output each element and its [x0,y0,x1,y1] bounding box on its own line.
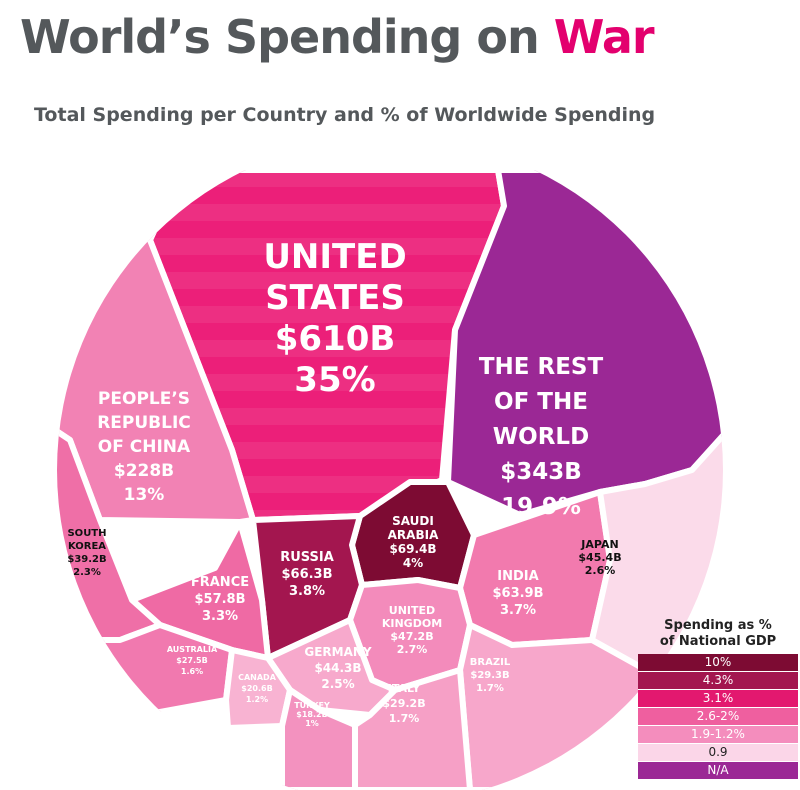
page-title: World’s Spending on War [20,10,800,64]
spending-value: $39.2B [67,554,106,565]
country-name-line: KINGDOM [382,617,442,630]
country-name-line: SOUTH [67,528,106,539]
share-percent: 1.2% [246,695,268,704]
spending-value: $29.2B [382,697,425,710]
label-canada: CANADA $20.6B 1.2% [238,673,277,704]
share-percent: 1.7% [476,683,504,694]
cell-italy [352,667,473,790]
spending-value: $47.2B [390,630,433,643]
country-name-line: AUSTRALIA [167,645,218,654]
label-united-states: UNITED STATES $610B 35% [263,237,406,400]
country-name-line: INDIA [497,569,538,584]
country-name-line: ITALY [388,682,422,695]
country-name-line: RUSSIA [280,550,334,565]
country-name-line: ARABIA [388,528,439,542]
page-subtitle: Total Spending per Country and % of Worl… [34,104,656,126]
share-percent: 35% [294,360,375,400]
country-name-line: OF CHINA [98,437,191,457]
country-name-line: FRANCE [191,575,249,590]
share-percent: 2.5% [321,677,354,691]
country-name-line: CANADA [238,673,277,682]
legend-bin: 0.9 [638,744,798,762]
country-name-line: THE REST [479,354,604,380]
title-accent: War [553,10,655,64]
label-brazil: BRAZIL $29.3B 1.7% [470,657,511,694]
legend-bin: 4.3% [638,672,798,690]
spending-value: $20.6B [241,684,272,693]
country-name-line: REPUBLIC [97,413,191,433]
country-name-line: STATES [265,278,405,318]
country-name-line: BRAZIL [470,657,511,668]
legend-title-line: Spending as % [664,618,772,633]
cell-japan [589,427,723,703]
label-australia: AUSTRALIA $27.5B 1.6% [167,645,218,676]
label-united-kingdom: UNITED KINGDOM $47.2B 2.7% [382,604,442,656]
share-percent: 2.3% [73,567,101,578]
spending-value: $63.9B [492,586,543,601]
country-name-line: OF THE [494,389,588,415]
label-italy: ITALY $29.2B 1.7% [382,682,425,725]
share-percent: 1.7% [389,712,420,725]
label-france: FRANCE $57.8B 3.3% [191,575,249,624]
spending-value: $610B [275,319,396,359]
legend-bin: 2.6-2% [638,708,798,726]
spending-value: $228B [114,461,174,481]
legend-bin: 1.9-1.2% [638,726,798,744]
spending-value: $66.3B [281,567,332,582]
share-percent: 1.6% [181,667,203,676]
label-india: INDIA $63.9B 3.7% [492,569,543,618]
share-percent: 2.7% [397,643,428,656]
cell-stripes [150,170,504,520]
share-percent: 2.6% [585,564,616,577]
label-saudi-arabia: SAUDI ARABIA $69.4B 4% [388,514,439,570]
legend-bin: N/A [638,762,798,780]
legend-rows: 10% 4.3% 3.1% 2.6-2% 1.9-1.2% 0.9 N/A [638,654,798,780]
cell-turkey [279,687,358,790]
title-main: World’s Spending on [20,10,554,64]
label-turkey: TURKEY $18.2B 1% [294,701,330,728]
country-name-line: KOREA [68,541,106,552]
spending-value: $27.5B [176,656,207,665]
spending-value: $44.3B [314,661,361,675]
spending-value: $29.3B [470,670,509,681]
country-name-line: GERMANY [304,645,372,659]
label-people-s-republic-of-china: PEOPLE’S REPUBLIC OF CHINA $228B 13% [97,389,191,505]
country-name-line: UNITED [263,237,406,277]
country-name-line: SAUDI [392,514,434,528]
label-russia: RUSSIA $66.3B 3.8% [280,550,334,599]
share-percent: 19.9% [501,494,581,520]
country-name-line: PEOPLE’S [98,389,190,409]
share-percent: 1% [305,719,319,728]
label-the-rest-of-the-world: THE REST OF THE WORLD $343B 19.9% [479,354,604,520]
country-name-line: UNITED [389,604,435,617]
country-name-line: JAPAN [580,538,618,551]
label-japan: JAPAN $45.4B 2.6% [578,538,621,577]
share-percent: 3.8% [289,584,325,599]
share-percent: 3.3% [202,609,238,624]
legend-title: Spending as % of National GDP [638,618,798,650]
spending-value: $45.4B [578,551,621,564]
label-germany: GERMANY $44.3B 2.5% [304,645,372,691]
label-south-korea: SOUTH KOREA $39.2B 2.3% [67,528,106,578]
legend-bin: 3.1% [638,690,798,708]
share-percent: 13% [124,485,165,505]
legend-title-line: of National GDP [659,634,777,649]
spending-value: $343B [500,459,582,485]
labels-layer: UNITED STATES $610B 35% THE REST OF THE WORLD $… [67,237,621,728]
share-percent: 3.7% [500,603,536,618]
spending-value: $57.8B [194,592,245,607]
share-percent: 4% [403,556,423,570]
spending-value: $69.4B [389,542,436,556]
country-name-line: WORLD [493,424,589,450]
gdp-legend: Spending as % of National GDP 10% 4.3% 3.1… [638,618,798,780]
spending-value: $18.2B [296,710,327,719]
cell-australia [57,622,235,715]
legend-bin: 10% [638,654,798,672]
country-name-line: TURKEY [294,701,330,710]
